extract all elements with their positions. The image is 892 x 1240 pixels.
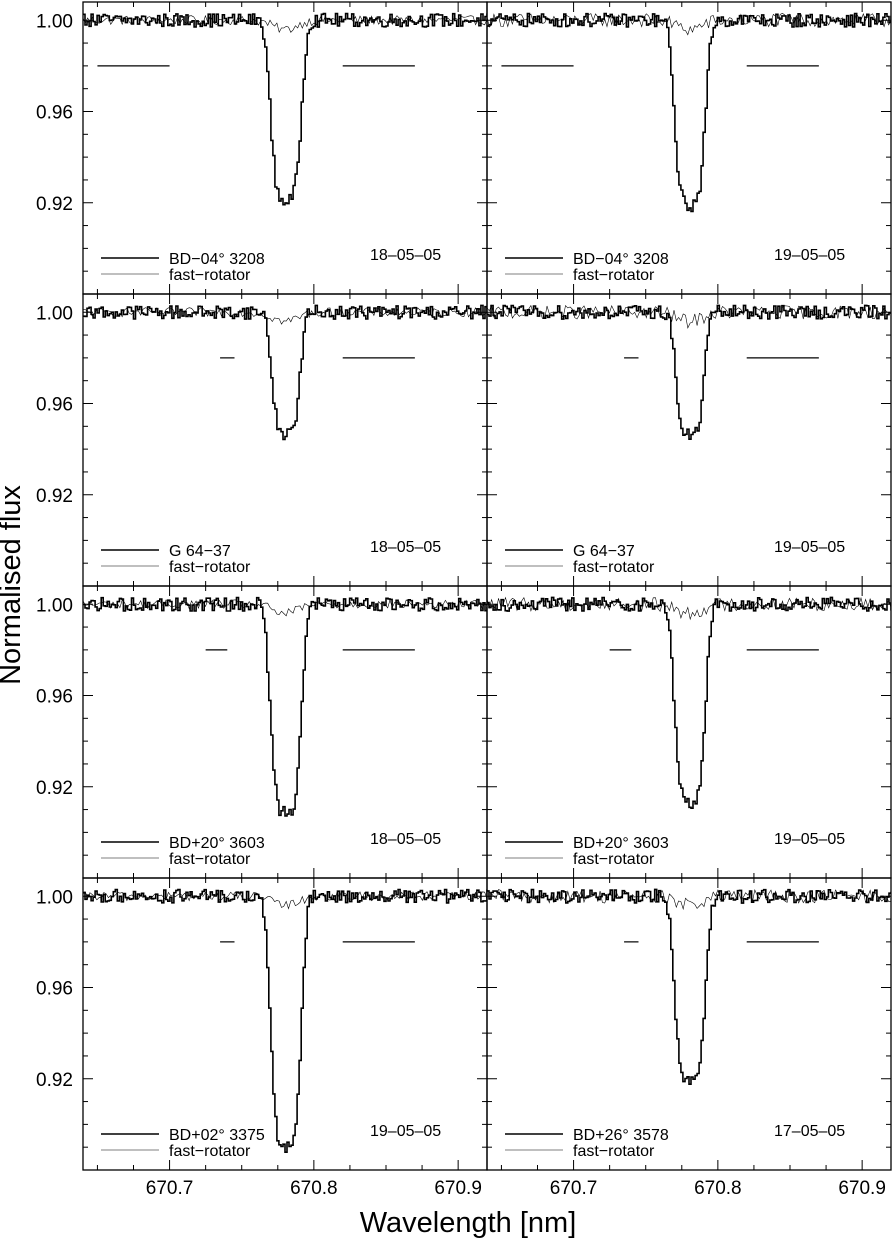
legend-label-star: BD−04° 3208 <box>169 251 265 268</box>
legend-label-reference: fast−rotator <box>169 851 251 868</box>
y-axis-label: Normalised flux <box>0 485 27 685</box>
observation-date: 18‒05‒05 <box>370 247 441 264</box>
reference-spectrum <box>83 14 487 34</box>
legend-label-star: G 64−37 <box>169 543 231 560</box>
x-tick-label: 670.7 <box>146 1178 194 1199</box>
legend-label-star: BD+20° 3603 <box>573 835 669 852</box>
x-tick-label: 670.7 <box>550 1178 598 1199</box>
observation-date: 19‒05‒05 <box>774 831 845 848</box>
legend-label-reference: fast−rotator <box>573 267 655 284</box>
star-spectrum <box>83 596 487 817</box>
x-tick-label: 670.8 <box>694 1178 742 1199</box>
y-tick-label: 0.96 <box>36 103 73 124</box>
reference-spectrum <box>83 306 487 325</box>
star-spectrum <box>487 888 891 1085</box>
observation-date: 18‒05‒05 <box>370 539 441 556</box>
x-tick-label: 670.8 <box>290 1178 338 1199</box>
x-axis-label: Wavelength [nm] <box>360 1207 577 1239</box>
star-spectrum <box>487 12 891 213</box>
y-tick-label: 1.00 <box>36 11 73 32</box>
reference-spectrum <box>83 891 487 910</box>
y-tick-label: 0.96 <box>36 395 73 416</box>
legend-label-reference: fast−rotator <box>169 1143 251 1160</box>
y-tick-label: 0.92 <box>36 486 73 507</box>
x-tick-label: 670.9 <box>434 1178 482 1199</box>
star-spectrum <box>487 596 891 809</box>
legend-label-star: BD−04° 3208 <box>573 251 669 268</box>
legend-label-reference: fast−rotator <box>573 559 655 576</box>
legend-label-star: BD+02° 3375 <box>169 1127 265 1144</box>
legend-label-reference: fast−rotator <box>169 267 251 284</box>
star-spectrum <box>83 304 487 441</box>
y-tick-label: 1.00 <box>36 303 73 324</box>
legend-label-reference: fast−rotator <box>573 851 655 868</box>
panel-frame <box>486 877 892 1171</box>
y-tick-label: 0.96 <box>36 687 73 708</box>
legend-label-star: G 64−37 <box>573 543 635 560</box>
legend-label-reference: fast−rotator <box>573 1143 655 1160</box>
y-tick-label: 1.00 <box>36 887 73 908</box>
legend-label-star: BD+26° 3578 <box>573 1127 669 1144</box>
legend-label-reference: fast−rotator <box>169 559 251 576</box>
spectrum-panel: 0.92 0.96 1.00 670.7 670.8 670.9 BD+02° 3375fa… <box>36 877 488 1199</box>
x-tick-label: 670.9 <box>838 1178 886 1199</box>
y-tick-label: 0.92 <box>36 1070 73 1091</box>
star-spectrum <box>83 12 487 206</box>
star-spectrum <box>83 888 487 1153</box>
y-tick-label: 0.92 <box>36 778 73 799</box>
observation-date: 18‒05‒05 <box>370 831 441 848</box>
y-tick-label: 0.92 <box>36 194 73 215</box>
reference-spectrum <box>487 596 891 621</box>
observation-date: 19‒05‒05 <box>774 539 845 556</box>
observation-date: 19‒05‒05 <box>370 1123 441 1140</box>
star-spectrum <box>487 304 891 440</box>
legend-label-star: BD+20° 3603 <box>169 835 265 852</box>
y-tick-label: 1.00 <box>36 595 73 616</box>
observation-date: 19‒05‒05 <box>774 247 845 264</box>
observation-date: 17‒05‒05 <box>774 1123 845 1140</box>
y-tick-label: 0.96 <box>36 979 73 1000</box>
